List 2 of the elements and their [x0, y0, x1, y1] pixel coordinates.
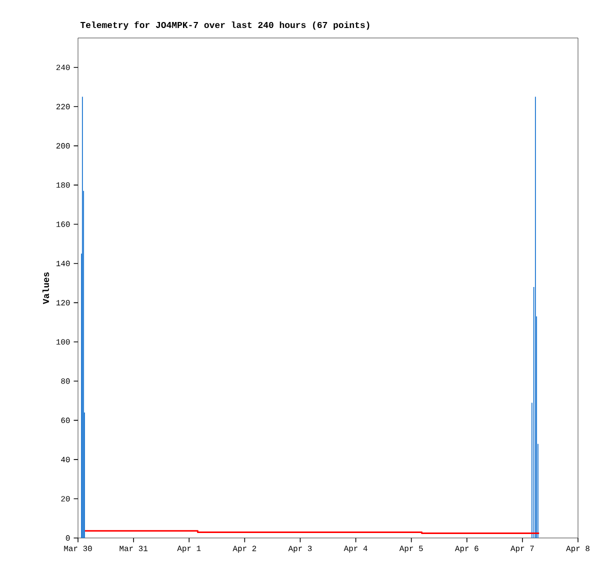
chart-title: Telemetry for JO4MPK-7 over last 240 hours (67 points) — [80, 21, 370, 30]
y-axis-title: Values — [42, 272, 50, 304]
